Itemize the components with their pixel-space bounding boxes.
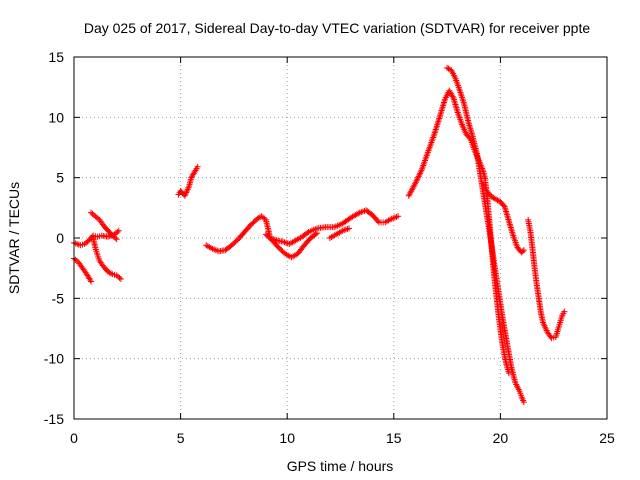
- x-axis-label: GPS time / hours: [287, 458, 394, 474]
- x-tick-label: 10: [279, 430, 295, 446]
- y-tick-label: -10: [44, 351, 64, 367]
- data-point: [89, 233, 96, 240]
- grid-lines: [74, 57, 607, 419]
- axis-ticks: 0 5 10 15 20 25 15 10 5 0 -5 -10 -15: [44, 49, 615, 446]
- data-point: [346, 225, 353, 232]
- x-tick-label: 20: [493, 430, 509, 446]
- data-point: [312, 231, 319, 238]
- data-point: [505, 370, 512, 377]
- series: [482, 179, 512, 377]
- y-tick-label: 0: [56, 230, 64, 246]
- data-point: [113, 236, 120, 243]
- series: [88, 209, 120, 243]
- x-tick-label: 15: [386, 430, 402, 446]
- data-point: [417, 170, 424, 177]
- series: [71, 227, 122, 249]
- x-tick-label: 5: [177, 430, 185, 446]
- x-tick-label: 0: [70, 430, 78, 446]
- data-point: [374, 218, 381, 225]
- series: [71, 255, 95, 285]
- plot-frame: [73, 56, 608, 420]
- series: [326, 225, 353, 241]
- data-point: [116, 274, 123, 281]
- series: [405, 87, 489, 199]
- data-point: [355, 210, 362, 217]
- data-point: [520, 247, 527, 254]
- data-point: [191, 168, 198, 175]
- data-point: [115, 227, 122, 234]
- series: [90, 235, 124, 283]
- series: [262, 230, 321, 261]
- data-point: [412, 179, 419, 186]
- y-axis-label: SDTVAR / TECUs: [6, 182, 22, 294]
- data-point: [88, 278, 95, 285]
- series: [484, 189, 527, 256]
- data-point: [449, 93, 456, 100]
- y-tick-label: -5: [52, 290, 65, 306]
- data-points: [71, 64, 568, 406]
- data-point: [412, 180, 419, 187]
- data-point: [417, 168, 424, 175]
- data-point: [194, 163, 201, 170]
- data-point: [74, 241, 81, 248]
- data-point: [314, 230, 321, 237]
- data-point: [561, 308, 568, 315]
- y-tick-label: -15: [44, 411, 64, 427]
- data-point: [107, 270, 114, 277]
- data-point: [395, 213, 402, 220]
- y-tick-label: 15: [48, 49, 64, 65]
- data-point: [87, 276, 94, 283]
- data-point: [519, 248, 526, 255]
- series: [175, 163, 201, 199]
- data-point: [117, 276, 124, 283]
- series: [525, 216, 568, 342]
- data-point: [413, 177, 420, 184]
- data-point: [416, 171, 423, 178]
- y-tick-label: 5: [56, 170, 64, 186]
- data-point: [520, 399, 527, 406]
- chart-title: Day 025 of 2017, Sidereal Day-to-day VTE…: [84, 20, 591, 36]
- y-tick-label: 10: [48, 109, 64, 125]
- x-tick-label: 25: [599, 430, 615, 446]
- data-point: [114, 228, 121, 235]
- data-point: [415, 173, 422, 180]
- data-point: [414, 174, 421, 181]
- data-point: [112, 235, 119, 241]
- data-point: [414, 176, 421, 183]
